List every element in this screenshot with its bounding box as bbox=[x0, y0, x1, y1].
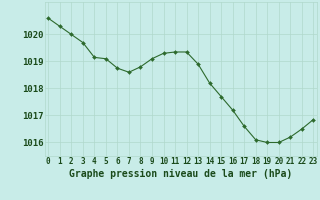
X-axis label: Graphe pression niveau de la mer (hPa): Graphe pression niveau de la mer (hPa) bbox=[69, 169, 292, 179]
